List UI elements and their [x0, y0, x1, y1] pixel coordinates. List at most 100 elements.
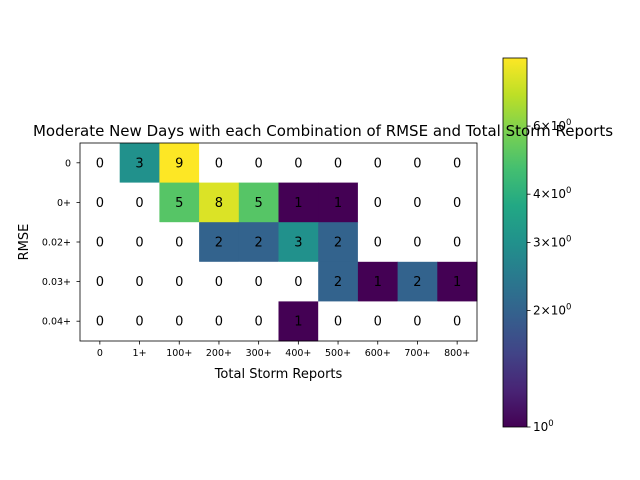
y-tick-label: 0.02+: [42, 238, 71, 249]
heatmap-cell: [278, 261, 319, 302]
cell-value-label: 5: [175, 196, 183, 211]
heatmap-cell: [397, 222, 438, 263]
cell-value-label: 0: [453, 236, 461, 251]
heatmap-cell: [318, 222, 359, 263]
heatmap-cell: [278, 222, 319, 263]
cell-value-label: 0: [413, 315, 421, 330]
colorbar: 100 2×100 3×100 4×100 6×100: [502, 57, 571, 434]
cell-value-label: 0: [135, 196, 143, 211]
cell-value-label: 2: [255, 236, 263, 251]
cell-value-label: 3: [294, 236, 302, 251]
cell-value-label: 0: [175, 275, 183, 290]
x-tick-label: 600+: [365, 348, 391, 359]
heatmap-cell: [80, 182, 121, 223]
heatmap-cell: [80, 261, 121, 302]
cell-value-label: 2: [334, 236, 342, 251]
colorbar-tick-label: 2×100: [533, 303, 571, 318]
heatmap-cell: [437, 143, 478, 184]
cell-value-label: 0: [96, 275, 104, 290]
heatmap-cell: [119, 143, 160, 184]
heatmap-cell: [397, 261, 438, 302]
cell-value-label: 0: [374, 315, 382, 330]
cell-value-label: 0: [413, 236, 421, 251]
cell-value-label: 2: [215, 236, 223, 251]
cell-value-label: 1: [294, 315, 302, 330]
cell-value-label: 0: [334, 156, 342, 171]
cell-value-label: 0: [453, 156, 461, 171]
heatmap-cell: [278, 143, 319, 184]
heatmap-cell: [318, 182, 359, 223]
x-tick-label: 700+: [404, 348, 430, 359]
x-axis-ticks: 0 1+ 100+ 200+ 300+ 400+ 500+ 600+ 700+ 800+: [97, 341, 470, 359]
heatmap-cell: [238, 301, 279, 342]
cell-value-label: 2: [334, 275, 342, 290]
cell-value-label: 0: [135, 315, 143, 330]
cell-value-label: 8: [215, 196, 223, 211]
cell-value-label: 0: [374, 236, 382, 251]
x-tick-label: 400+: [285, 348, 311, 359]
heatmap-cell: [238, 143, 279, 184]
cell-value-label: 5: [255, 196, 263, 211]
heatmap-cell: [357, 301, 399, 342]
x-tick-label: 500+: [325, 348, 351, 359]
heatmap-cell: [119, 222, 160, 263]
heatmap-cell: [357, 261, 399, 302]
heatmap-cell: [80, 301, 121, 342]
cell-value-label: 3: [135, 156, 143, 171]
y-tick-label: 0: [65, 158, 71, 169]
x-axis-label: Total Storm Reports: [214, 367, 343, 382]
y-axis-label: RMSE: [17, 224, 32, 261]
cell-value-label: 0: [175, 236, 183, 251]
heatmap-cell: [80, 143, 121, 184]
cell-value-label: 0: [413, 156, 421, 171]
heatmap-cell: [80, 222, 121, 263]
heatmap-cell: [318, 301, 359, 342]
heatmap-cell: [159, 143, 200, 184]
heatmap-cell: [238, 182, 279, 223]
heatmap-cell: [238, 222, 279, 263]
cell-value-label: 0: [96, 315, 104, 330]
cell-value-label: 0: [215, 275, 223, 290]
heatmap-cell: [437, 301, 478, 342]
x-tick-label: 0: [97, 348, 103, 359]
cell-value-label: 0: [453, 315, 461, 330]
heatmap-cell: [397, 182, 438, 223]
colorbar-ticks: 100 2×100 3×100 4×100 6×100: [527, 118, 571, 434]
cell-value-label: 0: [96, 156, 104, 171]
y-tick-label: 0+: [57, 198, 71, 209]
heatmap-cell: [357, 222, 399, 263]
x-tick-label: 800+: [444, 348, 470, 359]
heatmap-cell: [318, 143, 359, 184]
heatmap-cell: [199, 261, 240, 302]
heatmap-cell: [397, 143, 438, 184]
y-tick-label: 0.03+: [42, 277, 71, 288]
cell-value-label: 9: [175, 156, 183, 171]
heatmap-cell: [159, 301, 200, 342]
heatmap-cell: [119, 301, 160, 342]
cell-value-label: 1: [334, 196, 342, 211]
colorbar-gradient: [502, 57, 528, 428]
heatmap-cell: [199, 222, 240, 263]
cell-value-label: 0: [96, 236, 104, 251]
cell-value-label: 0: [175, 315, 183, 330]
heatmap-cell: [318, 261, 359, 302]
colorbar-tick-label: 3×100: [533, 235, 571, 250]
cell-value-label: 0: [453, 196, 461, 211]
heatmap-cell: [199, 182, 240, 223]
heatmap-cell: [437, 182, 478, 223]
x-tick-label: 300+: [246, 348, 272, 359]
cell-value-label: 0: [255, 156, 263, 171]
heatmap-cell: [159, 261, 200, 302]
cell-value-label: 0: [374, 196, 382, 211]
heatmap-cell: [119, 182, 160, 223]
x-tick-label: 1+: [133, 348, 147, 359]
heatmap-cell: [119, 261, 160, 302]
cell-value-label: 0: [96, 196, 104, 211]
y-tick-label: 0.04+: [42, 317, 71, 328]
cell-value-label: 0: [135, 236, 143, 251]
cell-value-label: 1: [374, 275, 382, 290]
cell-value-label: 0: [374, 156, 382, 171]
cell-value-label: 0: [294, 275, 302, 290]
heatmap-cell: [397, 301, 438, 342]
